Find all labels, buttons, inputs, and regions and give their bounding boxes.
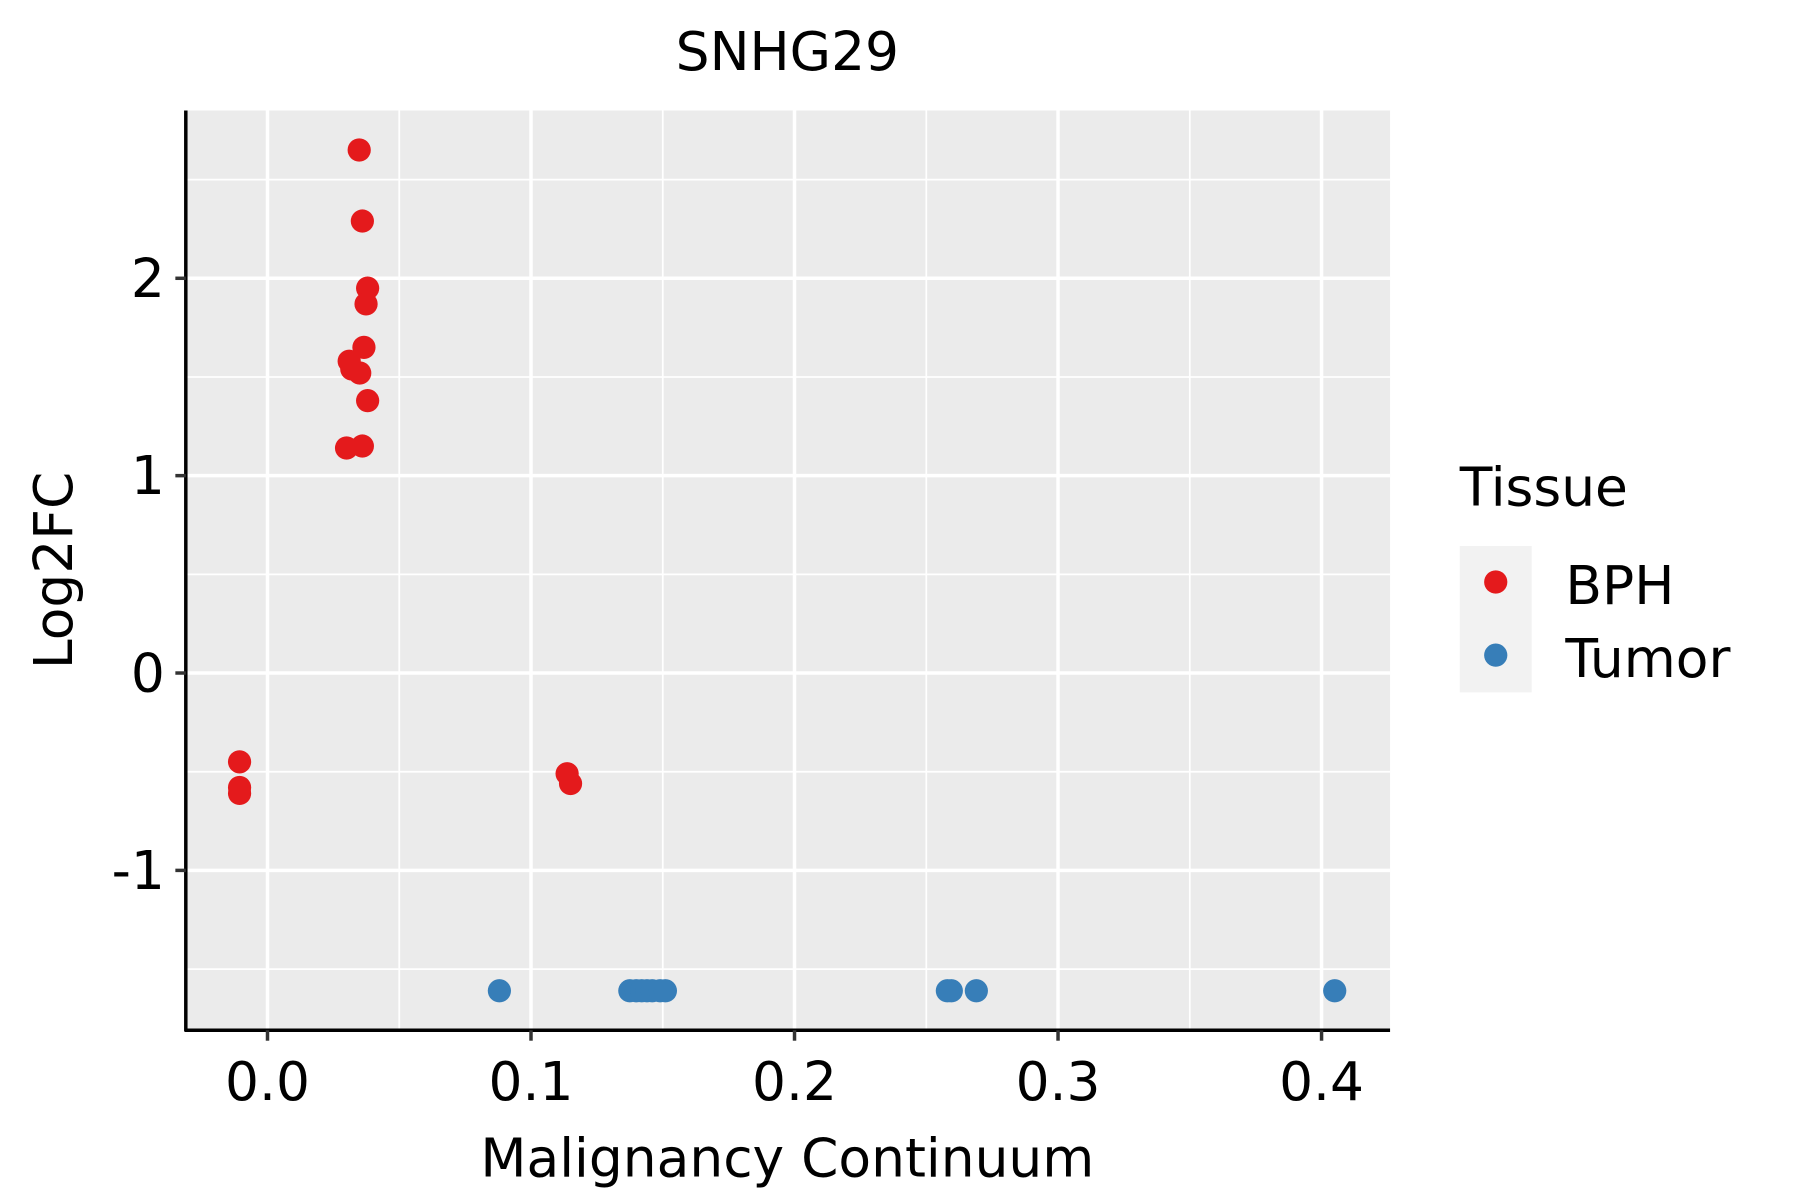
grid-lines <box>185 110 1391 1031</box>
legend-title: Tissue <box>1459 455 1628 518</box>
data-point-bph <box>348 361 372 385</box>
x-tick-label: 0.1 <box>489 1050 574 1113</box>
y-tick-label: 2 <box>131 247 165 310</box>
y-tick-label: 1 <box>131 444 165 507</box>
x-tick-label: 0.3 <box>1016 1050 1101 1113</box>
data-point-tumor <box>939 979 963 1003</box>
legend-key-bg <box>1459 546 1532 693</box>
legend-key-bph <box>1484 570 1508 594</box>
legend: Tissue BPH Tumor <box>1459 455 1730 693</box>
y-tick-label: 0 <box>131 642 165 705</box>
data-point-bph <box>227 750 252 774</box>
data-point-tumor <box>653 979 678 1003</box>
axis-ticks: 0.0 0.1 0.2 0.3 0.4 -1 0 1 2 <box>112 247 1364 1113</box>
legend-label-bph: BPH <box>1565 554 1674 617</box>
data-points <box>227 138 1347 1003</box>
y-axis-label: Log2FC <box>22 472 85 669</box>
data-point-bph <box>227 781 252 806</box>
data-point-bph <box>350 434 374 458</box>
data-point-tumor <box>1323 979 1347 1003</box>
data-point-bph <box>347 138 371 162</box>
data-point-bph <box>558 771 583 796</box>
x-axis-label: Malignancy Continuum <box>480 1127 1094 1190</box>
data-point-bph <box>356 389 380 413</box>
x-tick-label: 0.4 <box>1279 1050 1364 1113</box>
legend-label-tumor: Tumor <box>1564 627 1730 690</box>
plot-panel <box>185 110 1391 1031</box>
data-point-tumor <box>964 979 988 1003</box>
y-tick-label: -1 <box>112 839 165 902</box>
data-point-bph <box>354 292 378 316</box>
chart-title: SNHG29 <box>676 20 899 83</box>
x-tick-label: 0.2 <box>752 1050 837 1113</box>
data-point-tumor <box>487 979 512 1003</box>
x-tick-label: 0.0 <box>225 1050 310 1113</box>
data-point-bph <box>352 335 376 359</box>
data-point-bph <box>350 209 374 233</box>
legend-key-tumor <box>1484 643 1508 667</box>
